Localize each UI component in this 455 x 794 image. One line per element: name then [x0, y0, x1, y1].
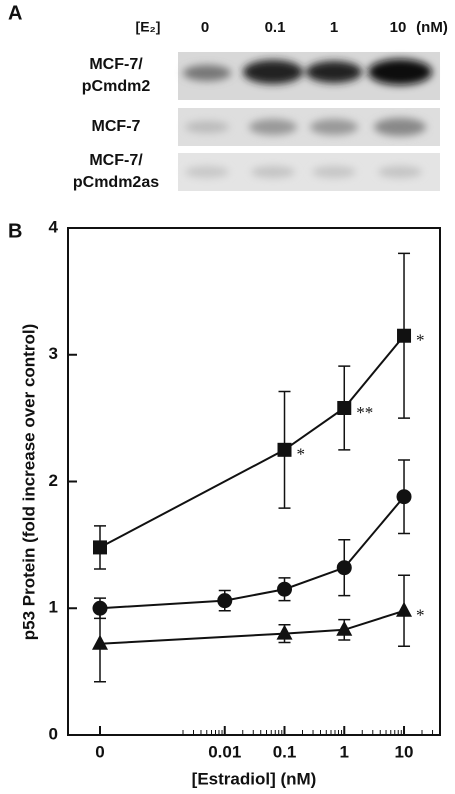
marker-circle — [337, 560, 352, 575]
lane-label: 0.1 — [265, 19, 286, 36]
band — [251, 166, 295, 178]
blot-unit: (nM) — [416, 19, 448, 36]
marker-triangle — [277, 625, 293, 640]
row-label: MCF-7/ — [89, 56, 143, 73]
row-label: pCmdm2as — [73, 174, 159, 191]
marker-square — [93, 540, 107, 554]
band — [306, 61, 362, 83]
band — [185, 121, 229, 133]
marker-square — [397, 329, 411, 343]
panel-label: A — [8, 2, 22, 24]
band — [368, 59, 432, 85]
y-axis-label: p53 Protein (fold increase over control) — [19, 324, 38, 640]
panel-label: B — [8, 220, 22, 242]
series-line — [100, 611, 404, 644]
y-tick-label: 0 — [49, 724, 58, 743]
row-label: MCF-7/ — [89, 152, 143, 169]
marker-square — [337, 401, 351, 415]
x-tick-label: 0.01 — [208, 742, 241, 761]
x-tick-label: 0 — [95, 742, 104, 761]
x-tick-label: 10 — [395, 742, 414, 761]
lane-label: 1 — [330, 19, 338, 36]
lane-label: 0 — [201, 19, 209, 36]
row-label: MCF-7 — [92, 118, 141, 135]
significance-label: * — [416, 331, 425, 350]
marker-circle — [397, 489, 412, 504]
marker-circle — [277, 582, 292, 597]
x-tick-label: 1 — [340, 742, 349, 761]
y-tick-label: 2 — [49, 471, 58, 490]
figure: A B [E₂] (nM) p53 Protein (fold increase… — [0, 0, 455, 794]
significance-label: * — [297, 445, 306, 464]
band — [249, 119, 297, 135]
x-tick-label: 0.1 — [273, 742, 297, 761]
y-tick-label: 4 — [49, 217, 59, 236]
series-line — [100, 336, 404, 548]
band — [183, 65, 231, 81]
marker-circle — [217, 593, 232, 608]
row-label: pCmdm2 — [82, 78, 151, 95]
y-tick-label: 3 — [49, 344, 58, 363]
significance-label: ** — [356, 403, 373, 422]
blot-header: [E₂] — [136, 19, 161, 35]
band — [185, 166, 229, 178]
band — [374, 118, 426, 136]
significance-label: * — [416, 606, 425, 625]
band — [243, 60, 303, 84]
marker-square — [278, 443, 292, 457]
marker-triangle — [92, 635, 108, 650]
marker-triangle — [396, 602, 412, 617]
x-axis-label: [Estradiol] (nM) — [192, 769, 317, 788]
band — [378, 166, 422, 178]
y-tick-label: 1 — [49, 598, 58, 617]
plot-frame — [68, 228, 440, 735]
band — [310, 119, 358, 135]
lane-label: 10 — [390, 19, 407, 36]
series-line — [100, 497, 404, 609]
band — [312, 166, 356, 178]
